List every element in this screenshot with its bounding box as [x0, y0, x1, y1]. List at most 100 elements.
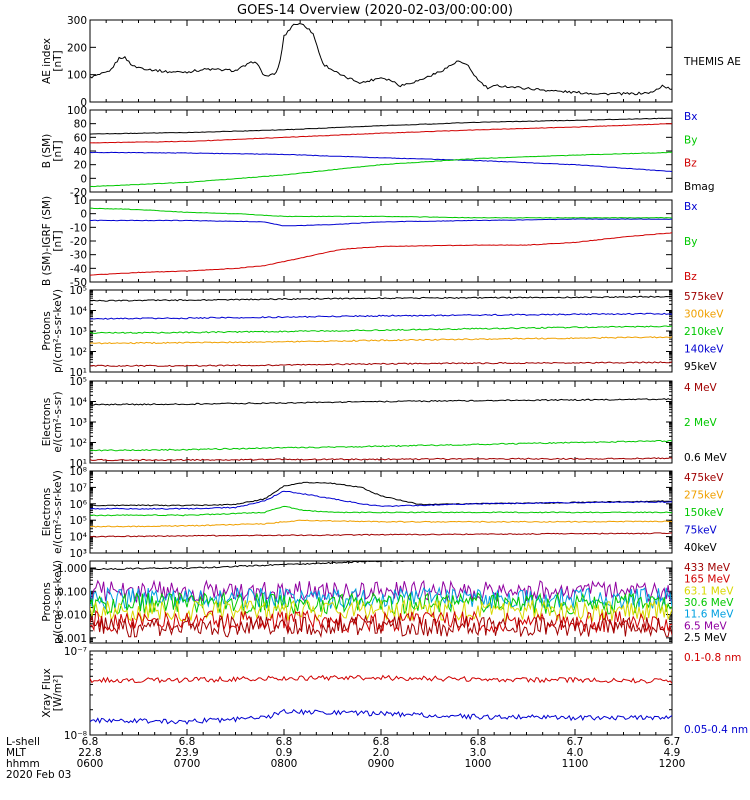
y-tick-label: 0.001	[57, 633, 87, 645]
series-line-electrons_mev-0	[90, 398, 672, 406]
y-tick-label: 10²	[69, 438, 87, 450]
y-tick-label: 20	[74, 160, 87, 172]
y-axis-label-line: AE index	[41, 38, 53, 84]
legend-entry: 30.6 MeV	[684, 597, 734, 609]
series-line-bsm-0	[90, 151, 672, 173]
legend-entry: 475keV	[684, 472, 724, 484]
y-axis-label: Electronse/(cm²-s-sr-keV)	[41, 470, 64, 554]
y-tick-label: 100	[67, 70, 87, 82]
axis-row-value-lshell: 6.7	[567, 736, 584, 748]
y-tick-label: 0.100	[57, 586, 87, 598]
figure-title: GOES-14 Overview (2020-02-03/00:00:00)	[237, 3, 513, 18]
legend-entry: 2 MeV	[684, 417, 718, 429]
axis-row-value-hhmm: 0700	[174, 758, 201, 770]
series-line-electrons_kev-3	[90, 519, 672, 528]
legend-entry: 0.6 MeV	[684, 452, 728, 464]
series-line-ae-0	[90, 22, 672, 96]
legend-entry: 275keV	[684, 490, 724, 502]
legend-entry: 150keV	[684, 507, 724, 519]
axis-row-value-lshell: 6.8	[82, 736, 99, 748]
y-tick-label: 10¹	[69, 458, 87, 470]
y-tick-label: 200	[67, 42, 87, 54]
legend-entry: 300keV	[684, 309, 724, 321]
series-line-electrons_kev-2	[90, 505, 672, 517]
y-tick-label: 10⁻⁷	[64, 646, 87, 658]
y-tick-label: 0	[80, 173, 87, 185]
panel-frame	[89, 109, 673, 193]
y-tick-label: 10	[74, 195, 87, 207]
legend-entry: 165 MeV	[684, 574, 731, 586]
panel-electrons_mev: 10¹ 10² 10³ 10⁴ 10⁵ Electronse/(cm²-s-sr) 4 Me…	[41, 376, 728, 470]
axis-row-value-lshell: 6.8	[276, 736, 293, 748]
series-line-bigrf-2	[90, 232, 672, 276]
y-axis-label-line: [nT]	[52, 50, 64, 71]
y-axis-label-line: [nT]	[52, 140, 64, 161]
legend-entry: THEMIS AE	[683, 56, 741, 68]
legend-entry: 210keV	[684, 326, 724, 338]
y-tick-label: 40	[74, 146, 87, 158]
y-tick-label: 10³	[69, 548, 87, 560]
y-axis-label: B (SM)-IGRF (SM)[nT]	[41, 196, 64, 286]
legend-entry: 63.1 MeV	[684, 585, 734, 597]
axis-row-value-hhmm: 1200	[659, 758, 686, 770]
series-line-protons_mev-2	[90, 586, 672, 611]
series-line-bsm-1	[90, 151, 672, 188]
y-axis-label-line: Electrons	[41, 398, 53, 447]
legend-entry: Bmag	[684, 181, 715, 193]
y-tick-label: 60	[74, 132, 87, 144]
legend-entry: 40keV	[684, 542, 718, 554]
axis-row-label: 2020 Feb 03	[6, 769, 71, 781]
series-line-protons_low-2	[90, 325, 672, 334]
y-tick-label: 10³	[69, 417, 87, 429]
axis-row-value-mlt: 0.9	[276, 747, 293, 759]
y-tick-label: -50	[70, 277, 87, 289]
series-line-electrons_mev-1	[90, 439, 672, 452]
y-axis-label-line: B (SM)	[41, 134, 53, 168]
panel-protons_low: 10¹ 10² 10³ 10⁴ 10⁵ Protonsp/(cm²-s-sr-keV) 57…	[41, 285, 724, 379]
series-line-protons_mev-6	[90, 614, 672, 639]
series-line-bsm-3	[90, 117, 672, 135]
series-line-protons_mev-3	[90, 591, 672, 615]
series-line-bigrf-0	[90, 218, 672, 227]
y-tick-label: -40	[70, 263, 87, 275]
series-line-protons_low-1	[90, 312, 672, 320]
series-line-electrons_kev-0	[90, 481, 672, 507]
y-axis-label-line: Xray Flux	[41, 668, 53, 717]
y-tick-label: 10⁵	[69, 376, 87, 388]
panel-frame	[89, 380, 673, 464]
y-tick-label: 10¹	[69, 367, 87, 379]
series-line-bsm-2	[90, 123, 672, 144]
y-axis-label-line: [nT]	[52, 230, 64, 251]
y-axis-label-line: e/(cm²-s-sr)	[52, 391, 64, 452]
axis-row-value-mlt: 23.9	[175, 747, 198, 759]
series-line-bigrf-1	[90, 207, 672, 219]
y-axis-label: AE index[nT]	[41, 38, 64, 84]
y-tick-label: 1.000	[57, 563, 87, 575]
legend-entry: 433 MeV	[684, 562, 731, 574]
y-tick-label: 10³	[69, 326, 87, 338]
legend-entry: 6.5 MeV	[684, 620, 728, 632]
axis-row-value-hhmm: 1000	[465, 758, 492, 770]
panel-frame	[89, 19, 673, 103]
y-tick-label: 0	[80, 97, 87, 109]
y-tick-label: 0	[80, 209, 87, 221]
series-line-protons_low-4	[90, 361, 672, 367]
y-tick-label: -30	[70, 250, 87, 262]
axis-row-label: L-shell	[6, 736, 40, 748]
legend-entry: 95keV	[684, 361, 718, 373]
panel-bigrf: -50 -40-30 -20 -100 10 B (SM)-IGRF (SM)[nT] Bx…	[41, 195, 697, 289]
axis-row-value-mlt: 3.0	[470, 747, 487, 759]
legend-entry: Bz	[684, 158, 697, 170]
axis-row-value-hhmm: 0800	[271, 758, 298, 770]
axis-row-value-lshell: 6.7	[664, 736, 681, 748]
panel-protons_mev: 0.0010.0100.1001.000Protonsp/(cm²-s-sr-k…	[41, 560, 734, 645]
y-axis-label: Electronse/(cm²-s-sr)	[41, 391, 64, 452]
legend-entry: 0.1-0.8 nm	[684, 652, 741, 664]
y-axis-label-line: B (SM)-IGRF (SM)	[41, 196, 53, 286]
axis-row-value-mlt: 4.9	[664, 747, 681, 759]
